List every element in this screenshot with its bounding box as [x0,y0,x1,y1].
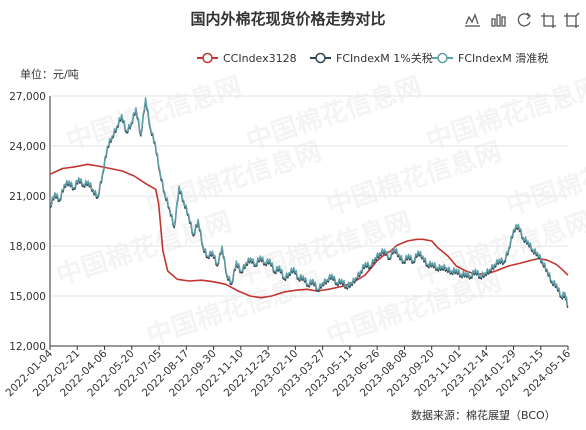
y-tick-label: 12,000 [9,341,46,353]
y-tick-label: 27,000 [9,91,46,103]
series-layer [49,97,569,309]
y-tick-label: 18,000 [9,241,46,253]
x-axis: 2022-01-042022-02-212022-04-062022-05-20… [3,345,573,399]
legend-item-fcindex-1pct[interactable]: FCIndexM 1%关税 [310,51,433,65]
watermark-layer: 中国棉花信息网中国棉花信息网中国棉花信息网中国棉花信息网中国棉花信息网中国棉花信… [53,71,586,352]
bar-icon[interactable] [491,14,506,27]
legend-marker [202,52,213,64]
zoom-reset-icon[interactable] [564,12,580,28]
chart-title: 国内外棉花现货价格走势对比 [190,10,385,28]
legend-marker [315,52,326,64]
watermark: 中国棉花信息网 [243,71,426,157]
legend-item-fcindex-sliding[interactable]: FCIndexM 滑准税 [432,51,548,65]
zoom-icon[interactable] [541,13,556,28]
data-source: 数据来源：棉花展望（BCO） [411,408,556,422]
series-line-2 [49,97,569,307]
legend-label: CCIndex3128 [223,52,297,65]
watermark: 中国棉花信息网 [503,136,586,222]
legend-label: FCIndexM 1%关税 [336,51,433,65]
restore-icon[interactable] [517,12,531,27]
y-tick-label: 15,000 [9,291,46,303]
legend-item-ccindex[interactable]: CCIndex3128 [197,52,297,65]
watermark: 中国棉花信息网 [323,136,506,222]
toolbox [465,12,580,28]
legend-marker [437,52,448,64]
y-axis: 12,000 15,000 18,000 21,000 24,000 27,000 [9,91,51,353]
watermark: 中国棉花信息网 [233,206,416,292]
watermark: 中国棉花信息网 [423,71,586,157]
legend-label: FCIndexM 滑准税 [458,51,548,65]
y-tick-label: 24,000 [9,141,46,153]
line-icon[interactable] [465,13,480,27]
y-tick-label: 21,000 [9,191,46,203]
legend: CCIndex3128 FCIndexM 1%关税 FCIndexM 滑准税 [197,51,548,65]
y-axis-unit: 单位：元/吨 [20,67,79,81]
watermark: 中国棉花信息网 [53,206,236,292]
watermark: 中国棉花信息网 [323,266,506,352]
